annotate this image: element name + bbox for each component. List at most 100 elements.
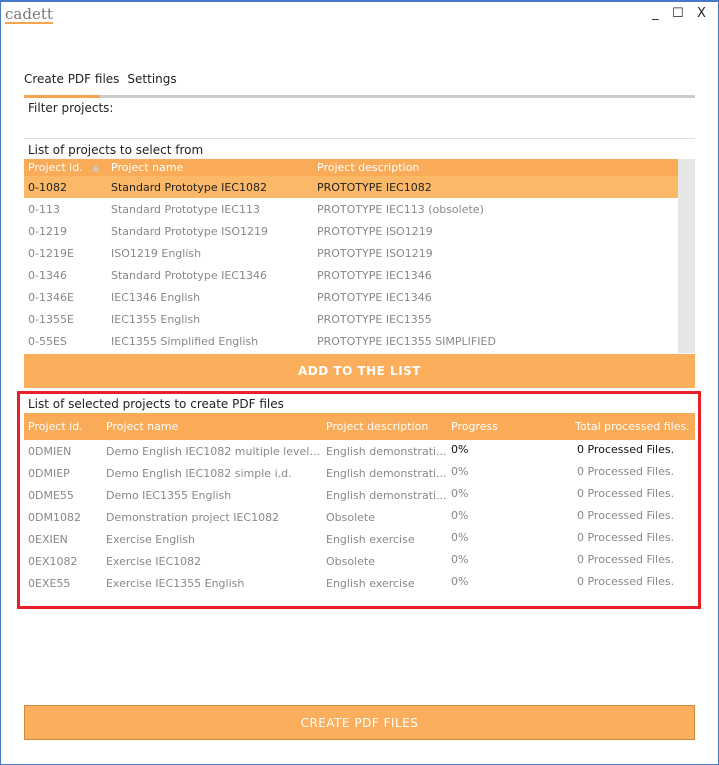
cell-project-id: 0-1219 [28,224,67,238]
table-row[interactable]: 0-113 Standard Prototype IEC113 PROTOTYPE … [24,198,678,220]
table-row[interactable]: 0DM1082 Demonstration project IEC1082 Obso… [24,506,695,528]
cell-project-name: Exercise English [106,532,195,546]
cell-project-name: Demo English IEC1082 multiple level i.d. [106,444,322,458]
add-to-list-button[interactable]: ADD TO THE LIST [24,354,695,388]
cell-project-id: 0-1346 [28,268,67,282]
cell-project-name: Standard Prototype IEC113 [111,202,260,216]
cell-total-processed: 0 Processed Files. [577,530,675,544]
table-row[interactable]: 0DMIEN Demo English IEC1082 multiple leve… [24,440,695,462]
cell-project-name: IEC1346 English [111,290,201,304]
cell-project-id: 0DME55 [28,488,74,502]
tab-settings[interactable]: Settings [127,72,177,86]
cell-project-description: Obsolete [326,510,376,524]
table-row[interactable]: 0-1082 Standard Prototype IEC1082 PROTOTYP… [24,176,678,198]
cell-progress: 0% [451,464,469,478]
cell-project-name: Demo English IEC1082 simple i.d. [106,466,292,480]
cell-project-id: 0-1219E [28,246,74,260]
cell-project-description: English exercise [326,576,415,590]
filter-input[interactable] [24,138,695,139]
cell-progress: 0% [451,530,469,544]
highlight-box [17,391,701,609]
col-project-id[interactable]: Project id. [28,161,83,174]
cell-total-processed: 0 Processed Files. [577,442,675,456]
selected-list-title: List of selected projects to create PDF … [28,397,284,411]
table-row[interactable]: 0-1346 Standard Prototype IEC1346 PROTOTYP… [24,264,678,286]
cell-project-description: PROTOTYPE IEC1346 [317,268,432,282]
cell-project-description: PROTOTYPE ISO1219 [317,224,433,238]
cell-project-description: Obsolete [326,554,376,568]
cell-total-processed: 0 Processed Files. [577,552,675,566]
table-row[interactable]: 0DME55 Demo IEC1355 English English demons… [24,484,695,506]
cell-project-description: English demonstrati... [326,466,447,480]
cell-project-name: Exercise IEC1355 English [106,576,245,590]
col-project-id[interactable]: Project id. [28,420,83,433]
cell-project-id: 0DMIEN [28,444,72,458]
table-header: Project id. ▲ Project name Project descr… [24,159,678,176]
cell-project-id: 0-1346E [28,290,74,304]
cell-project-name: Exercise IEC1082 [106,554,202,568]
close-button[interactable]: X [697,6,706,21]
cell-progress: 0% [451,574,469,588]
selected-projects-table: Project id. Project name Project descrip… [24,413,695,594]
col-project-description[interactable]: Project description [326,420,429,433]
cell-project-name: Demo IEC1355 English [106,488,232,502]
cell-project-name: Standard Prototype IEC1082 [111,180,267,194]
cell-progress: 0% [451,486,469,500]
cell-project-id: 0EXE55 [28,576,71,590]
cell-project-description: PROTOTYPE IEC1346 [317,290,432,304]
table-row[interactable]: 0EXIEN Exercise English English exercise 0%… [24,528,695,550]
cadett-logo: cadett [5,5,53,24]
cell-progress: 0% [451,442,469,456]
minimize-button[interactable]: _ [652,6,659,21]
tab-create-pdf-files[interactable]: Create PDF files [24,72,120,86]
table-header: Project id. Project name Project descrip… [24,413,695,440]
cell-project-id: 0DM1082 [28,510,81,524]
col-total-processed[interactable]: Total processed files. [575,420,690,433]
table-row[interactable]: 0-1219 Standard Prototype ISO1219 PROTOTYP… [24,220,678,242]
cell-project-id: 0-1082 [28,180,67,194]
cell-total-processed: 0 Processed Files. [577,508,675,522]
cell-project-description: PROTOTYPE IEC1082 [317,180,432,194]
table-row[interactable]: 0-1355E IEC1355 English PROTOTYPE IEC1355 [24,308,678,330]
cell-project-description: English demonstrati... [326,444,447,458]
cell-project-name: Demonstration project IEC1082 [106,510,280,524]
table-row[interactable]: 0-1219E ISO1219 English PROTOTYPE ISO1219 [24,242,678,264]
cell-project-id: 0-1355E [28,312,74,326]
col-project-name[interactable]: Project name [111,161,184,174]
cell-project-id: 0EX1082 [28,554,78,568]
table-row[interactable]: 0EXE55 Exercise IEC1355 English English ex… [24,572,695,594]
col-progress[interactable]: Progress [451,420,498,433]
table-row[interactable]: 0-1346E IEC1346 English PROTOTYPE IEC1346 [24,286,678,308]
cell-project-id: 0-113 [28,202,60,216]
col-project-description[interactable]: Project description [317,161,420,174]
cell-project-id: 0-55ES [28,334,67,348]
cell-total-processed: 0 Processed Files. [577,486,675,500]
table-row[interactable]: 0-55ES IEC1355 Simplified English PROTOTYP… [24,330,678,352]
cell-project-id: 0DMIEP [28,466,70,480]
maximize-button[interactable]: ☐ [672,6,684,21]
cell-project-name: IEC1355 Simplified English [111,334,259,348]
cell-progress: 0% [451,552,469,566]
cell-progress: 0% [451,508,469,522]
available-projects-table: Project id. ▲ Project name Project descr… [24,159,678,352]
tab-bar: Create PDF files Settings [24,72,177,86]
cell-project-description: English exercise [326,532,415,546]
cell-project-description: PROTOTYPE IEC1355 [317,312,432,326]
cell-project-description: PROTOTYPE IEC1355 SIMPLIFIED [317,334,496,348]
cell-project-id: 0EXIEN [28,532,68,546]
tab-indicator [24,95,695,98]
scrollbar[interactable] [678,159,695,353]
cell-project-description: PROTOTYPE IEC113 (obsolete) [317,202,484,216]
available-list-title: List of projects to select from [28,143,204,157]
sort-ascending-icon: ▲ [92,162,99,173]
col-project-name[interactable]: Project name [106,420,179,433]
cell-project-name: ISO1219 English [111,246,202,260]
cell-project-name: Standard Prototype IEC1346 [111,268,267,282]
cell-total-processed: 0 Processed Files. [577,464,675,478]
create-pdf-files-button[interactable]: CREATE PDF FILES [24,705,695,740]
cell-project-description: English demonstrati... [326,488,447,502]
table-row[interactable]: 0EX1082 Exercise IEC1082 Obsolete 0% 0 Proce… [24,550,695,572]
cell-project-name: Standard Prototype ISO1219 [111,224,268,238]
table-row[interactable]: 0DMIEP Demo English IEC1082 simple i.d. En… [24,462,695,484]
filter-label: Filter projects: [28,101,114,115]
